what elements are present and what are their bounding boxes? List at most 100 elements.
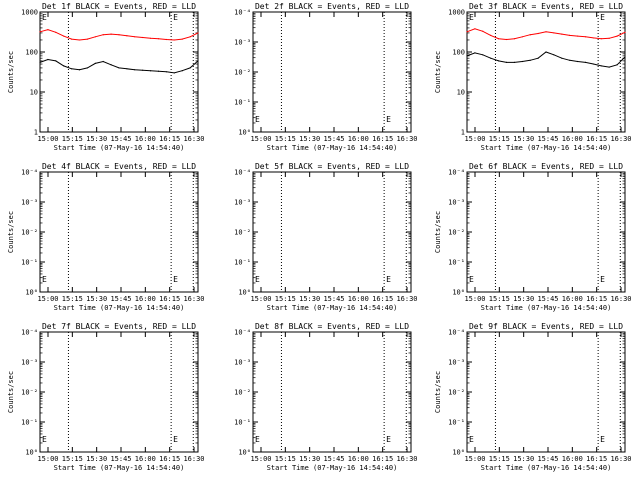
x-tick-label: 16:15 — [586, 135, 607, 143]
x-tick-label: 16:15 — [372, 295, 393, 303]
x-tick-label: 16:15 — [159, 455, 180, 463]
x-tick-label: 16:00 — [562, 135, 583, 143]
x-axis-label: Start Time (07-May-16 14:54:40) — [54, 304, 185, 312]
data-point — [102, 60, 104, 63]
chart-title: Det 6f BLACK = Events, RED = LLD — [469, 162, 623, 171]
x-tick-label: 15:00 — [464, 295, 485, 303]
e-marker: E — [255, 275, 260, 284]
x-tick-label: 16:00 — [135, 455, 156, 463]
x-tick-label: 16:15 — [159, 295, 180, 303]
data-point — [624, 56, 626, 58]
data-point — [498, 38, 500, 40]
x-tick-label: 16:30 — [396, 455, 417, 463]
e-marker: E — [386, 115, 391, 124]
y-tick-label: 10⁻¹ — [21, 419, 38, 427]
y-tick-label: 10⁻⁴ — [234, 169, 251, 177]
data-point — [569, 59, 571, 61]
e-marker: E — [469, 13, 474, 22]
x-tick-label: 16:30 — [183, 135, 204, 143]
y-tick-label: 10⁻² — [234, 389, 251, 397]
y-axis-label: Counts/sec — [434, 371, 442, 413]
data-point — [47, 58, 49, 61]
x-tick-label: 15:00 — [250, 135, 271, 143]
data-point — [577, 60, 579, 63]
y-tick-label: 10⁻³ — [21, 199, 38, 207]
detector-chart-4: Det 4f BLACK = Events, RED = LLD 10⁰ 10⁻¹ 1… — [7, 162, 205, 312]
y-tick-label: 10⁰ — [238, 129, 251, 137]
data-point — [537, 57, 539, 59]
x-tick-label: 15:00 — [464, 135, 485, 143]
chart-title: Det 1f BLACK = Events, RED = LLD — [42, 2, 196, 11]
data-point — [197, 60, 199, 62]
y-tick-label: 10⁻¹ — [448, 419, 465, 427]
x-tick-label: 15:15 — [62, 135, 83, 143]
data-point — [86, 67, 88, 69]
chart-title: Det 2f BLACK = Events, RED = LLD — [255, 2, 409, 11]
x-tick-label: 15:00 — [37, 295, 58, 303]
data-point — [498, 60, 500, 62]
plot-frame — [252, 171, 412, 293]
x-tick-label: 15:15 — [62, 455, 83, 463]
data-point — [55, 31, 57, 33]
y-tick-label: 100 — [25, 49, 38, 57]
data-point — [545, 31, 547, 33]
data-point — [134, 69, 136, 71]
x-tick-label: 16:00 — [562, 455, 583, 463]
data-point — [47, 29, 49, 31]
data-point — [482, 30, 484, 32]
e-marker: E — [173, 275, 178, 284]
x-tick-label: 15:30 — [86, 295, 107, 303]
x-tick-label: 15:30 — [513, 295, 534, 303]
data-point — [584, 36, 587, 38]
data-point — [126, 35, 128, 37]
data-point — [150, 70, 152, 72]
x-axis-label: Start Time (07-May-16 14:54:40) — [481, 464, 612, 472]
x-axis-label: Start Time (07-May-16 14:54:40) — [54, 144, 185, 152]
data-point — [569, 34, 571, 37]
y-tick-label: 10⁻⁴ — [448, 329, 465, 337]
data-point — [110, 64, 112, 66]
x-tick-label: 16:00 — [348, 135, 369, 143]
x-tick-label: 15:00 — [37, 135, 58, 143]
x-tick-label: 16:30 — [610, 135, 631, 143]
y-tick-label: 10⁻² — [448, 229, 465, 237]
data-point — [505, 61, 508, 63]
detector-chart-1: Det 1f BLACK = Events, RED = LLD 1 10 100 10… — [7, 2, 205, 152]
data-point — [157, 70, 160, 72]
chart-title: Det 3f BLACK = Events, RED = LLD — [469, 2, 623, 11]
data-point — [110, 33, 112, 35]
chart-title: Det 8f BLACK = Events, RED = LLD — [255, 322, 409, 331]
x-tick-label: 15:30 — [513, 135, 534, 143]
data-point — [553, 32, 555, 34]
data-point — [173, 39, 175, 41]
data-point — [466, 55, 468, 57]
data-point — [482, 54, 484, 56]
data-point — [150, 37, 152, 39]
x-tick-label: 15:45 — [110, 295, 131, 303]
data-point — [39, 31, 41, 33]
e-marker: E — [600, 13, 605, 22]
y-tick-label: 10⁻⁴ — [21, 169, 38, 177]
y-tick-label: 10 — [30, 89, 38, 97]
x-tick-label: 15:15 — [489, 135, 510, 143]
detector-chart-9: Det 9f BLACK = Events, RED = LLD 10⁰ 10⁻¹ 1… — [434, 322, 632, 472]
data-point — [157, 38, 160, 40]
data-point — [616, 64, 618, 66]
data-point — [63, 65, 65, 67]
x-tick-label: 16:00 — [348, 455, 369, 463]
x-tick-label: 15:45 — [537, 295, 558, 303]
detector-chart-5: Det 5f BLACK = Events, RED = LLD 10⁰ 10⁻¹ 1… — [234, 162, 417, 312]
data-point — [189, 36, 191, 38]
x-tick-label: 15:30 — [86, 455, 107, 463]
detector-chart-6: Det 6f BLACK = Events, RED = LLD 10⁰ 10⁻¹ 1… — [434, 162, 632, 312]
data-point — [616, 35, 618, 37]
chart-title: Det 9f BLACK = Events, RED = LLD — [469, 322, 623, 331]
series-line-lld-red — [466, 28, 626, 41]
data-point — [561, 33, 563, 35]
data-point — [490, 57, 492, 59]
y-tick-label: 10 — [457, 89, 465, 97]
data-point — [134, 36, 136, 38]
data-point — [529, 34, 531, 36]
data-point — [553, 54, 555, 56]
e-marker: E — [386, 435, 391, 444]
